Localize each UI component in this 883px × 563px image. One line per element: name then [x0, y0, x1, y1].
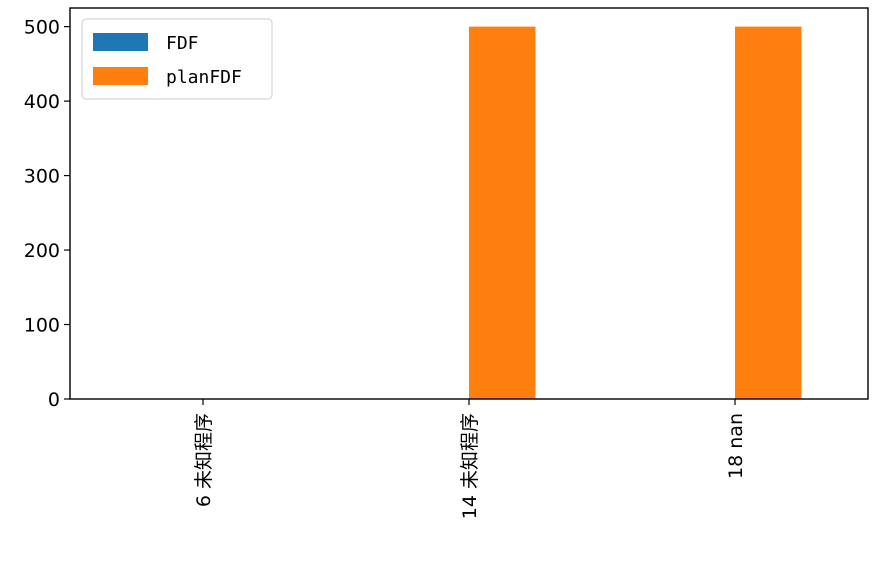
- bar-planfdf-2: [735, 26, 802, 399]
- y-tick-label-200: 200: [24, 240, 60, 262]
- x-tick-label-0: 6 未知程序: [193, 413, 215, 507]
- y-tick-label-400: 400: [24, 91, 60, 113]
- legend-swatch-fdf: [93, 33, 148, 51]
- legend-label-fdf: FDF: [166, 33, 199, 54]
- y-tick-label-500: 500: [24, 17, 60, 39]
- axes-layer: 0 100 200 300 400 500 6 未知程序 14 未知程序 18 nan: [24, 7, 869, 519]
- legend-swatch-planfdf: [93, 67, 148, 85]
- y-tick-label-100: 100: [24, 315, 60, 337]
- legend: FDF planFDF: [81, 18, 273, 100]
- bars-layer: [469, 26, 802, 399]
- bar-planfdf-1: [469, 26, 536, 399]
- y-tick-label-300: 300: [24, 166, 60, 188]
- legend-label-planfdf: planFDF: [166, 67, 242, 88]
- x-tick-label-1: 14 未知程序: [459, 413, 481, 519]
- y-tick-label-0: 0: [48, 389, 60, 411]
- x-tick-label-2: 18 nan: [725, 413, 747, 479]
